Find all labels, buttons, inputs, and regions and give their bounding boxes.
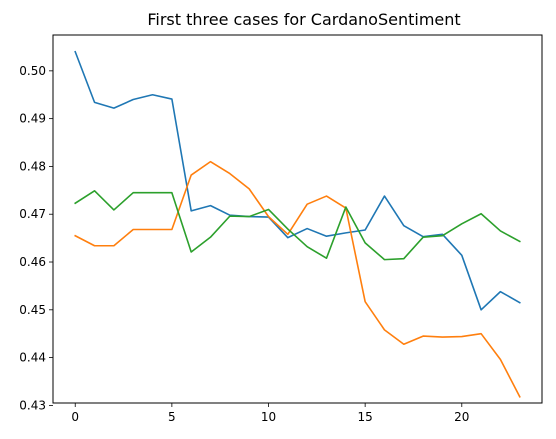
y-tick-label: 0.48 (19, 159, 46, 173)
chart-title: First three cases for CardanoSentiment (147, 10, 460, 29)
x-tick-label: 15 (358, 410, 373, 424)
x-tick-label: 5 (168, 410, 176, 424)
y-tick-label: 0.47 (19, 207, 46, 221)
y-tick-label: 0.50 (19, 64, 46, 78)
y-tick-label: 0.43 (19, 398, 46, 412)
series-line-2 (74, 160, 521, 398)
x-tick-label: 0 (71, 410, 79, 424)
series-lines (74, 50, 521, 398)
series-line-1 (74, 50, 521, 311)
y-tick-label: 0.45 (19, 303, 46, 317)
plot-frame (52, 34, 543, 404)
x-tick-label: 20 (454, 410, 469, 424)
y-tick-label: 0.49 (19, 112, 46, 126)
series-line-3 (74, 190, 521, 261)
x-axis: 0 5 10 15 20 (71, 403, 469, 424)
y-tick-label: 0.44 (19, 351, 46, 365)
y-tick-label: 0.46 (19, 255, 46, 269)
y-axis: 0.43 0.44 0.45 0.46 0.47 0.48 0.49 0.50 (19, 64, 53, 412)
x-tick-label: 10 (261, 410, 276, 424)
